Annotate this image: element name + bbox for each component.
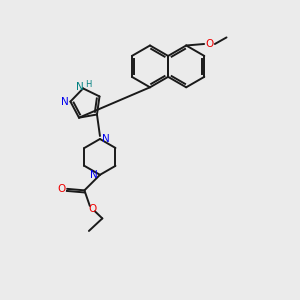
Text: N: N [90,169,98,179]
Text: O: O [58,184,66,194]
Text: H: H [85,80,91,89]
Text: N: N [76,82,84,92]
Text: N: N [102,134,110,144]
Text: O: O [206,39,214,49]
Text: N: N [61,97,69,106]
Text: O: O [89,204,97,214]
